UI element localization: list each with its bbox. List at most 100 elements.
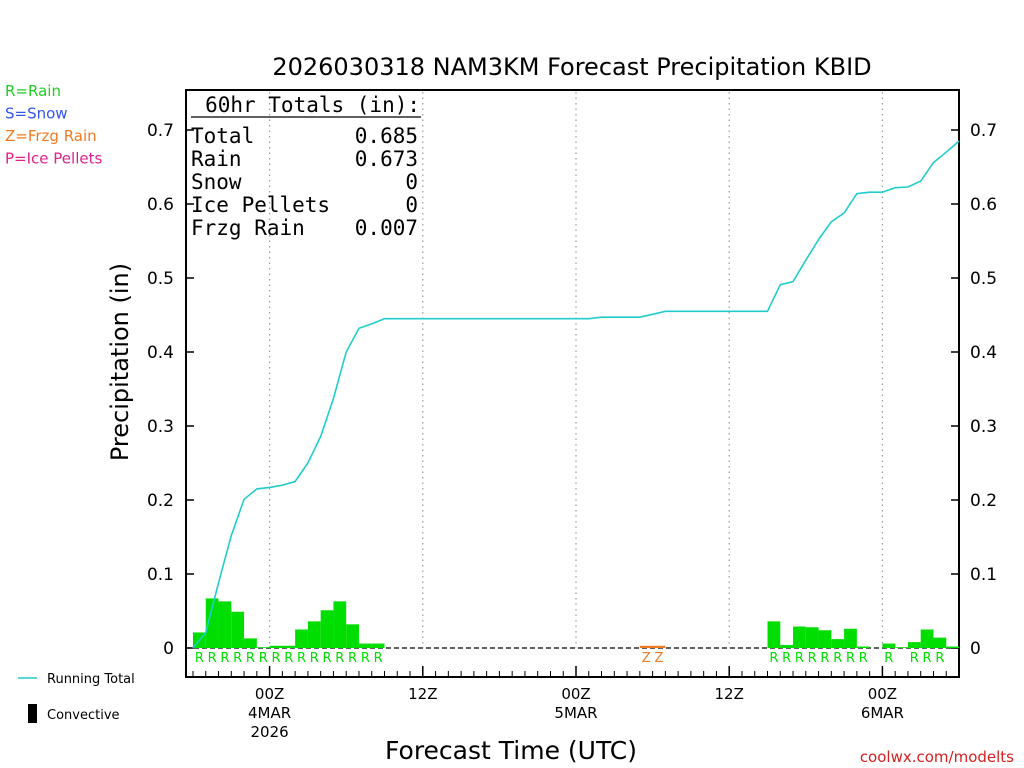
precip-type-letter: R	[323, 651, 332, 666]
precip-type-legend: R=Rain S=Snow Z=Frzg Rain P=Ice Pellets	[5, 82, 102, 168]
y-tick-label: 0.4	[970, 343, 997, 363]
x-tick-label: 12Z	[715, 685, 744, 703]
legend-entry: Running Total	[47, 672, 135, 687]
precip-type-letter: R	[208, 651, 217, 666]
rain-bar	[844, 628, 857, 648]
rain-bar	[767, 621, 781, 648]
precip-type-letter: R	[808, 651, 817, 666]
rain-bar	[256, 647, 270, 648]
y-tick-label: 0	[163, 639, 174, 659]
precip-type-letter: R	[335, 651, 344, 666]
rain-bar	[269, 645, 283, 648]
y-tick-label: 0.1	[970, 565, 997, 585]
y-axis-left: 0 0.1 0.2 0.3 0.4 0.5 0.6 0.7	[147, 121, 194, 659]
precip-type-letter: Z	[642, 651, 651, 666]
precip-type-letter: R	[935, 651, 944, 666]
precip-type-letter: R	[769, 651, 778, 666]
rain-bar	[231, 611, 245, 648]
rain-bar	[818, 630, 832, 648]
frzg-rain-bar	[652, 645, 666, 648]
totals-box: 60hr Totals (in): Total 0.685 Rain 0.673 Snow…	[191, 93, 421, 240]
precip-type-letter: R	[846, 651, 855, 666]
precip-type-letter: R	[348, 651, 357, 666]
rain-bar	[282, 645, 296, 648]
plot-frame	[185, 89, 960, 678]
rain-bar	[920, 629, 934, 648]
x-tick-label: 4MAR	[248, 704, 291, 722]
legend-entry: Z=Frzg Rain	[5, 127, 97, 145]
rain-bar	[805, 627, 819, 648]
y-tick-label: 0.3	[147, 417, 174, 437]
x-tick-label: 6MAR	[861, 704, 904, 722]
precip-type-letter: R	[910, 651, 919, 666]
rain-bar	[320, 610, 334, 648]
precip-type-letter: R	[833, 651, 842, 666]
vertical-gridlines	[269, 92, 884, 648]
precip-type-letter: R	[795, 651, 804, 666]
precip-type-letter: R	[361, 651, 370, 666]
x-tick-label: 00Z	[868, 685, 897, 703]
precip-type-letter: R	[297, 651, 306, 666]
y-tick-label: 0.3	[970, 417, 997, 437]
precip-type-letter: R	[374, 651, 383, 666]
precip-type-letter: R	[923, 651, 932, 666]
y-tick-label: 0.7	[970, 121, 997, 141]
convective-swatch	[28, 704, 37, 723]
totals-row-label: Total	[191, 124, 254, 148]
y-axis-label: Precipitation (in)	[106, 263, 134, 461]
hourly-precip-bars	[193, 598, 959, 648]
y-tick-label: 0.2	[147, 491, 174, 511]
totals-header: 60hr Totals (in):	[205, 93, 420, 117]
y-tick-label: 0	[970, 639, 981, 659]
legend-entry: R=Rain	[5, 82, 61, 100]
x-axis-label: Forecast Time (UTC)	[385, 736, 637, 765]
precip-type-letter: R	[284, 651, 293, 666]
totals-row-label: Snow	[191, 170, 242, 194]
chart-title: 2026030318 NAM3KM Forecast Precipitation…	[272, 53, 871, 81]
totals-row-value: 0	[405, 193, 418, 217]
rain-bar	[780, 645, 794, 648]
rain-bar	[793, 626, 806, 648]
y-tick-label: 0.4	[147, 343, 174, 363]
rain-bar	[907, 642, 921, 648]
rain-bar	[218, 601, 232, 648]
precip-type-letter: R	[259, 651, 268, 666]
y-tick-label: 0.1	[147, 565, 174, 585]
precip-type-letter: R	[782, 651, 791, 666]
rain-bar	[346, 624, 359, 648]
rain-bar	[244, 638, 257, 648]
totals-row-value: 0.685	[355, 124, 418, 148]
legend-entry: P=Ice Pellets	[5, 150, 102, 168]
rain-bar	[831, 639, 845, 648]
totals-row-value: 0.673	[355, 147, 418, 171]
totals-row-label: Ice Pellets	[191, 193, 330, 217]
rain-bar	[371, 643, 385, 648]
y-axis-right: 0 0.1 0.2 0.3 0.4 0.5 0.6 0.7	[951, 121, 997, 659]
precip-type-letter: R	[859, 651, 868, 666]
y-tick-label: 0.7	[147, 121, 174, 141]
rain-bar	[946, 646, 959, 648]
precip-type-letter: R	[195, 651, 204, 666]
rain-bar	[933, 637, 947, 648]
precip-type-letter: R	[884, 651, 893, 666]
running-total-line	[192, 140, 960, 649]
rain-bar	[295, 629, 308, 648]
rain-bar	[358, 643, 372, 648]
legend-entry: Convective	[47, 708, 120, 723]
totals-row-value: 0	[405, 170, 418, 194]
y-tick-label: 0.6	[147, 195, 174, 215]
y-tick-label: 0.6	[970, 195, 997, 215]
frzg-rain-bar	[639, 645, 653, 648]
rain-bar	[333, 601, 347, 648]
precip-type-letter: Z	[655, 651, 664, 666]
precip-type-letter: R	[271, 651, 280, 666]
x-tick-label: 00Z	[255, 685, 284, 703]
totals-row-value: 0.007	[355, 216, 418, 240]
x-tick-label: 00Z	[561, 685, 590, 703]
y-tick-label: 0.2	[970, 491, 997, 511]
precip-type-letter: R	[820, 651, 829, 666]
rain-bar	[895, 647, 908, 648]
precip-type-letter: R	[233, 651, 242, 666]
